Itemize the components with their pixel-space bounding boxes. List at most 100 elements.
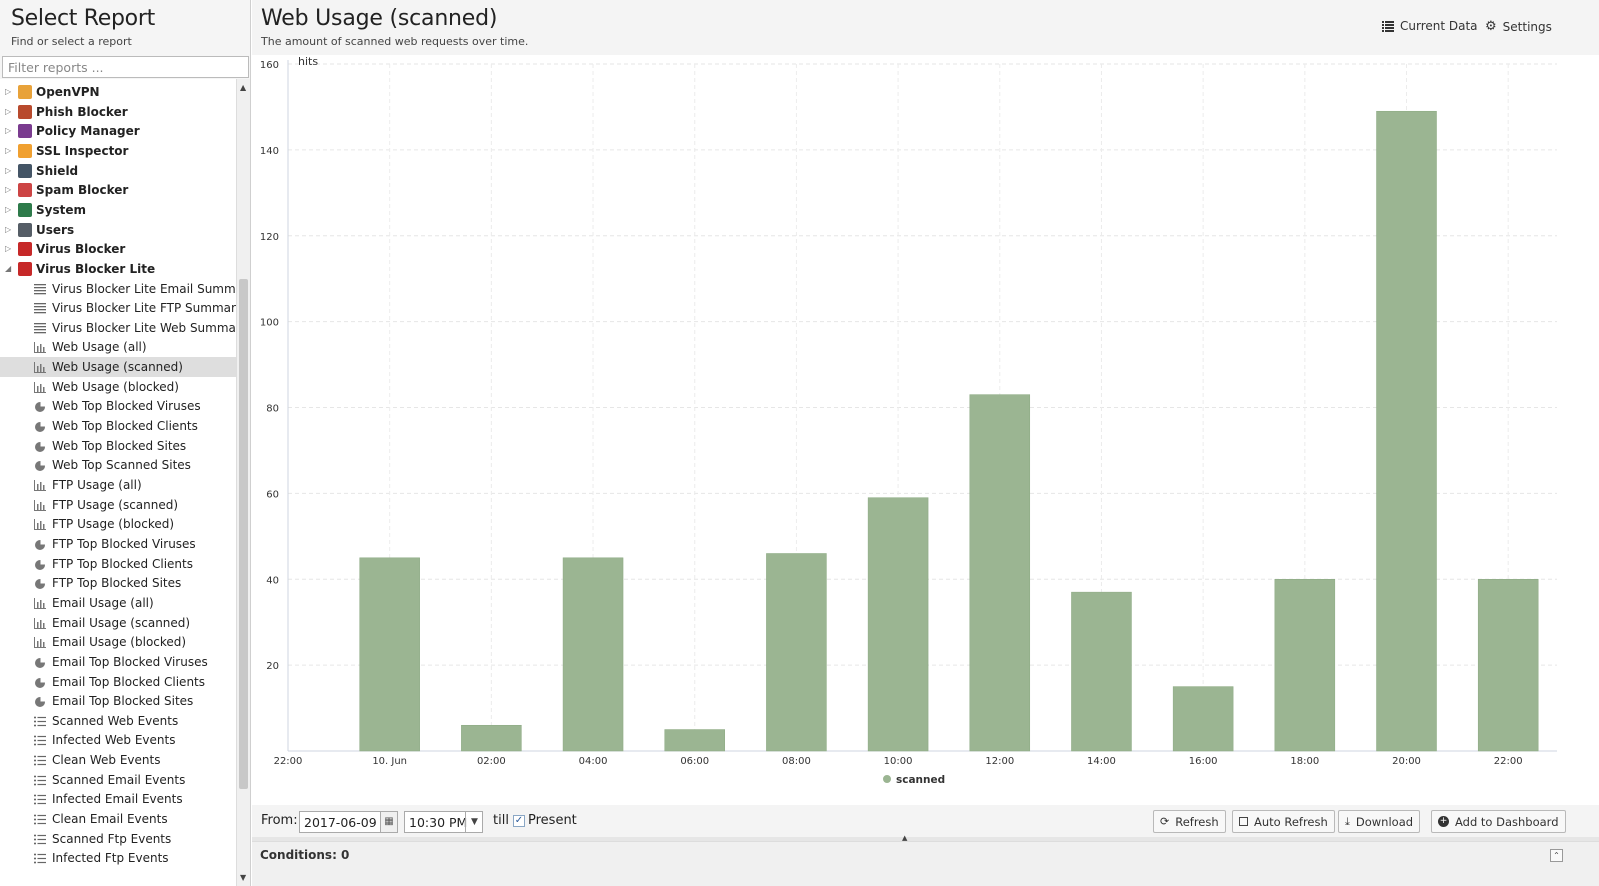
report-item[interactable]: Virus Blocker Lite Email Summary bbox=[0, 279, 236, 299]
current-data-button[interactable]: Current Data bbox=[1382, 19, 1478, 33]
bar[interactable] bbox=[766, 553, 827, 752]
report-item[interactable]: FTP Usage (all) bbox=[0, 475, 236, 495]
expand-arrow-icon[interactable]: ▷ bbox=[5, 224, 12, 234]
refresh-label: Refresh bbox=[1175, 814, 1219, 829]
tree-group-ssl-inspector[interactable]: ▷ SSL Inspector bbox=[0, 141, 236, 161]
report-item[interactable]: FTP Top Blocked Sites bbox=[0, 573, 236, 593]
tree-scrollbar[interactable]: ▲ ▼ bbox=[236, 79, 250, 886]
calendar-icon[interactable]: ▦ bbox=[380, 811, 398, 833]
text-report-icon bbox=[34, 303, 46, 314]
from-time-field[interactable] bbox=[404, 811, 483, 833]
report-item[interactable]: Scanned Email Events bbox=[0, 770, 236, 790]
report-item[interactable]: Infected Web Events bbox=[0, 730, 236, 750]
pie-chart-icon bbox=[35, 657, 46, 668]
bar[interactable] bbox=[1274, 579, 1336, 752]
add-to-dashboard-button[interactable]: + Add to Dashboard bbox=[1431, 810, 1566, 833]
bar[interactable] bbox=[1071, 591, 1132, 752]
tree-group-shield[interactable]: ▷ Shield bbox=[0, 161, 236, 181]
pie-chart-icon bbox=[35, 401, 46, 413]
report-item[interactable]: Clean Web Events bbox=[0, 750, 236, 770]
report-item-label: Web Usage (all) bbox=[52, 340, 147, 355]
report-item[interactable]: FTP Usage (blocked) bbox=[0, 514, 236, 534]
expand-arrow-icon[interactable]: ▷ bbox=[5, 204, 12, 214]
events-list-icon bbox=[34, 755, 46, 766]
report-item[interactable]: Email Usage (all) bbox=[0, 593, 236, 613]
expand-arrow-icon[interactable]: ▷ bbox=[5, 165, 12, 175]
legend-swatch[interactable] bbox=[883, 775, 891, 783]
report-item-label: Web Top Blocked Clients bbox=[52, 419, 198, 434]
expand-conditions-icon[interactable]: ⌃ bbox=[1550, 849, 1563, 862]
users-icon bbox=[18, 222, 32, 237]
report-item[interactable]: Web Usage (scanned) bbox=[0, 357, 236, 378]
bar[interactable] bbox=[1477, 579, 1539, 752]
expand-arrow-icon[interactable]: ▷ bbox=[5, 244, 12, 254]
legend-label[interactable]: scanned bbox=[896, 774, 945, 786]
from-date-field[interactable] bbox=[299, 811, 398, 833]
panel-splitter[interactable]: ▲ bbox=[252, 834, 1599, 842]
tree-group-label: Virus Blocker bbox=[36, 242, 126, 257]
tree-group-virus-blocker-lite[interactable]: ◢ Virus Blocker Lite bbox=[0, 259, 236, 279]
report-item-label: Scanned Web Events bbox=[52, 713, 179, 728]
splitter-up-arrow-icon[interactable]: ▲ bbox=[902, 834, 908, 842]
report-item[interactable]: FTP Top Blocked Clients bbox=[0, 554, 236, 574]
report-item[interactable]: Web Top Blocked Sites bbox=[0, 436, 236, 456]
report-item[interactable]: Email Top Blocked Viruses bbox=[0, 652, 236, 672]
report-item[interactable]: Virus Blocker Lite Web Summary bbox=[0, 318, 236, 338]
report-item[interactable]: Web Usage (all) bbox=[0, 337, 236, 357]
tree-group-spam-blocker[interactable]: ▷ Spam Blocker bbox=[0, 180, 236, 200]
report-item-label: Infected Ftp Events bbox=[52, 851, 169, 866]
settings-button[interactable]: ⚙ Settings bbox=[1485, 19, 1552, 34]
present-checkbox[interactable]: ✓ bbox=[513, 815, 525, 827]
bar[interactable] bbox=[1376, 110, 1437, 752]
tree-group-system[interactable]: ▷ System bbox=[0, 200, 236, 220]
report-item[interactable]: Web Top Blocked Clients bbox=[0, 416, 236, 436]
report-item-label: Email Top Blocked Clients bbox=[52, 674, 206, 689]
report-item[interactable]: Clean Email Events bbox=[0, 809, 236, 829]
scroll-up-arrow-icon[interactable]: ▲ bbox=[240, 83, 247, 92]
bar[interactable] bbox=[867, 497, 929, 752]
report-item[interactable]: Infected Email Events bbox=[0, 789, 236, 809]
time-dropdown-arrow-icon[interactable]: ▼ bbox=[465, 811, 483, 833]
tree-group-policy-manager[interactable]: ▷ Policy Manager bbox=[0, 121, 236, 141]
report-item[interactable]: Email Usage (blocked) bbox=[0, 632, 236, 652]
chart-container: 20 40 60 80 100 120 140 160 hits 22:00 10. Jun 02:0… bbox=[252, 55, 1599, 805]
bar[interactable] bbox=[461, 724, 522, 752]
bar[interactable] bbox=[359, 557, 420, 752]
bar[interactable] bbox=[664, 729, 725, 752]
expand-arrow-icon[interactable]: ▷ bbox=[5, 145, 12, 155]
phish-blocker-icon bbox=[18, 104, 32, 119]
bar-chart-icon bbox=[34, 519, 46, 531]
expand-arrow-icon[interactable]: ▷ bbox=[5, 106, 12, 116]
report-item[interactable]: Web Top Scanned Sites bbox=[0, 455, 236, 475]
expand-arrow-icon[interactable]: ▷ bbox=[5, 87, 12, 96]
bar[interactable] bbox=[969, 394, 1031, 752]
download-button[interactable]: ⤓ Download bbox=[1338, 810, 1421, 833]
report-title: Web Usage (scanned) bbox=[261, 6, 498, 31]
report-item[interactable]: Web Top Blocked Viruses bbox=[0, 396, 236, 416]
expand-arrow-icon[interactable]: ▷ bbox=[5, 185, 12, 195]
tree-group-phish-blocker[interactable]: ▷ Phish Blocker bbox=[0, 102, 236, 122]
report-item[interactable]: Infected Ftp Events bbox=[0, 848, 236, 868]
report-item[interactable]: Scanned Web Events bbox=[0, 711, 236, 731]
bar[interactable] bbox=[1172, 686, 1234, 752]
report-item[interactable]: Email Usage (scanned) bbox=[0, 613, 236, 633]
refresh-button[interactable]: ⟳ Refresh bbox=[1153, 810, 1226, 833]
report-item[interactable]: Email Top Blocked Sites bbox=[0, 691, 236, 711]
report-item[interactable]: Web Usage (blocked) bbox=[0, 377, 236, 397]
report-item[interactable]: Virus Blocker Lite FTP Summary bbox=[0, 298, 236, 318]
scroll-down-arrow-icon[interactable]: ▼ bbox=[240, 873, 247, 882]
tree-group-virus-blocker[interactable]: ▷ Virus Blocker bbox=[0, 239, 236, 259]
expand-arrow-icon[interactable]: ▷ bbox=[5, 126, 12, 136]
report-item[interactable]: FTP Usage (scanned) bbox=[0, 495, 236, 515]
auto-refresh-button[interactable]: Auto Refresh bbox=[1232, 810, 1335, 833]
collapse-arrow-icon[interactable]: ◢ bbox=[5, 263, 12, 273]
report-item[interactable]: FTP Top Blocked Viruses bbox=[0, 534, 236, 554]
filter-reports-input[interactable] bbox=[2, 56, 249, 78]
virus-blocker-lite-icon bbox=[18, 261, 32, 276]
report-item[interactable]: Scanned Ftp Events bbox=[0, 829, 236, 849]
tree-group-users[interactable]: ▷ Users bbox=[0, 220, 236, 240]
tree-group-openvpn[interactable]: ▷ OpenVPN bbox=[0, 82, 236, 102]
bar[interactable] bbox=[562, 557, 624, 752]
report-item[interactable]: Email Top Blocked Clients bbox=[0, 672, 236, 692]
scrollbar-thumb[interactable] bbox=[239, 279, 248, 789]
